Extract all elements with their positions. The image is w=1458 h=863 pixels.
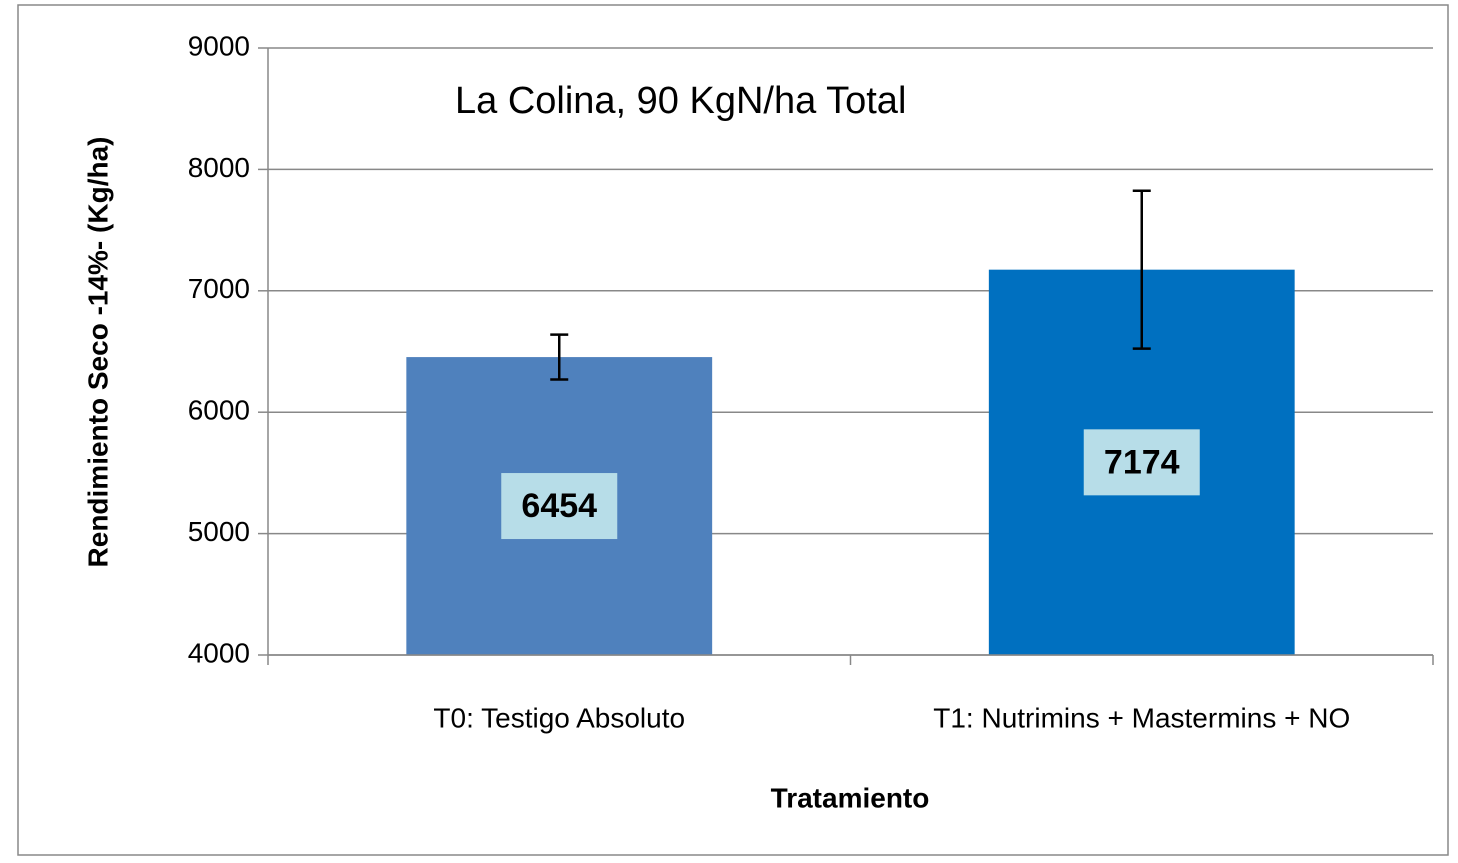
x-tick-label: T0: Testigo Absoluto: [433, 702, 685, 733]
y-tick-label: 5000: [188, 516, 250, 547]
y-tick-label: 6000: [188, 395, 250, 426]
y-tick-label: 4000: [188, 637, 250, 668]
value-label-box: [501, 473, 618, 540]
y-axis-label: Rendimiento Seco -14%- (Kg/ha): [82, 137, 113, 568]
y-tick-label: 8000: [188, 152, 250, 183]
value-label: 7174: [1104, 443, 1180, 481]
y-tick-label: 9000: [188, 30, 250, 61]
annotation: La Colina, 90 KgN/ha Total: [455, 80, 906, 122]
value-label: 6454: [521, 487, 597, 525]
y-tick-label: 7000: [188, 273, 250, 304]
x-tick-label: T1: Nutrimins + Mastermins + NO: [933, 702, 1350, 733]
x-axis-label: Tratamiento: [771, 782, 930, 813]
value-label-box: [1083, 429, 1200, 496]
